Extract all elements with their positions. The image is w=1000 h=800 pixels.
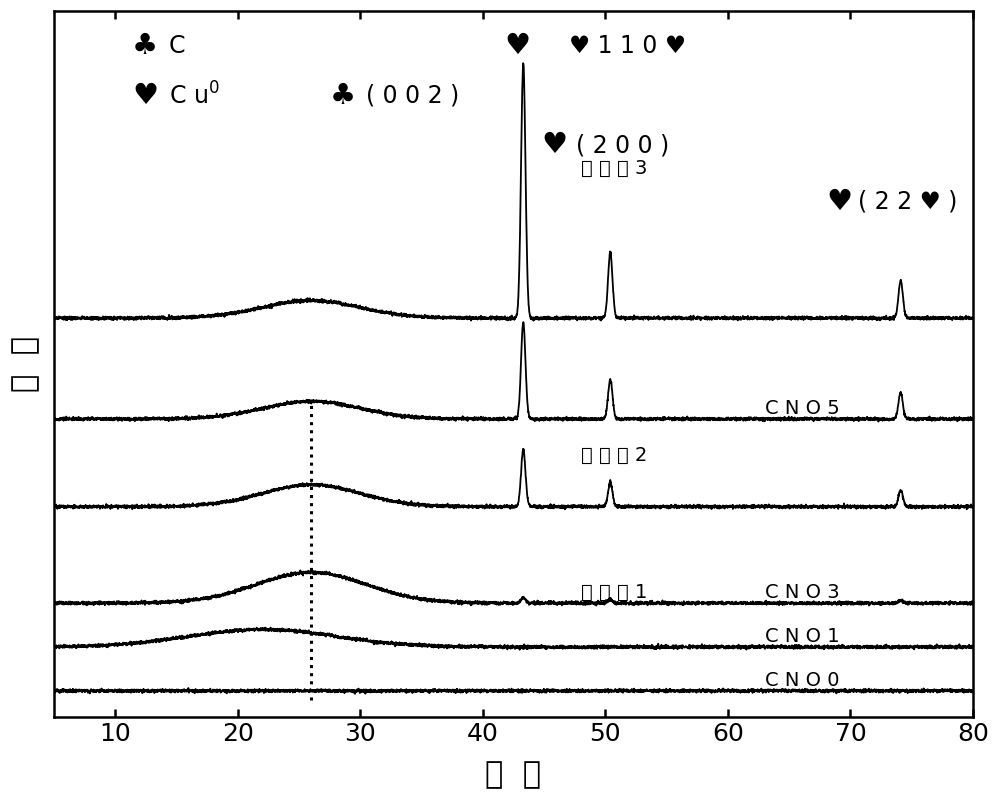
X-axis label: 角  度: 角 度 bbox=[485, 760, 541, 789]
Y-axis label: 强  度: 强 度 bbox=[11, 336, 40, 392]
Text: ♥: ♥ bbox=[541, 131, 567, 159]
Text: ♥: ♥ bbox=[826, 188, 852, 216]
Text: ( 2 2 ♥ ): ( 2 2 ♥ ) bbox=[858, 190, 957, 214]
Text: ♥: ♥ bbox=[132, 82, 158, 110]
Text: C u$^0$: C u$^0$ bbox=[169, 82, 220, 110]
Text: C N O 0: C N O 0 bbox=[765, 670, 839, 690]
Text: ♣: ♣ bbox=[132, 33, 158, 61]
Text: C N O 3: C N O 3 bbox=[765, 583, 839, 602]
Text: 实 施 例 2: 实 施 例 2 bbox=[581, 446, 647, 465]
Text: 实 施 例 1: 实 施 例 1 bbox=[581, 583, 647, 602]
Text: ♥ 1 1 0 ♥: ♥ 1 1 0 ♥ bbox=[569, 34, 686, 58]
Text: 实 施 例 3: 实 施 例 3 bbox=[581, 158, 647, 178]
Text: ( 0 0 2 ): ( 0 0 2 ) bbox=[366, 84, 460, 108]
Text: C N O 5: C N O 5 bbox=[765, 398, 839, 418]
Text: C N O 1: C N O 1 bbox=[765, 626, 839, 646]
Text: C: C bbox=[169, 34, 185, 58]
Text: ( 2 0 0 ): ( 2 0 0 ) bbox=[576, 134, 669, 158]
Text: ♥: ♥ bbox=[504, 33, 530, 61]
Text: ♣: ♣ bbox=[330, 82, 356, 110]
